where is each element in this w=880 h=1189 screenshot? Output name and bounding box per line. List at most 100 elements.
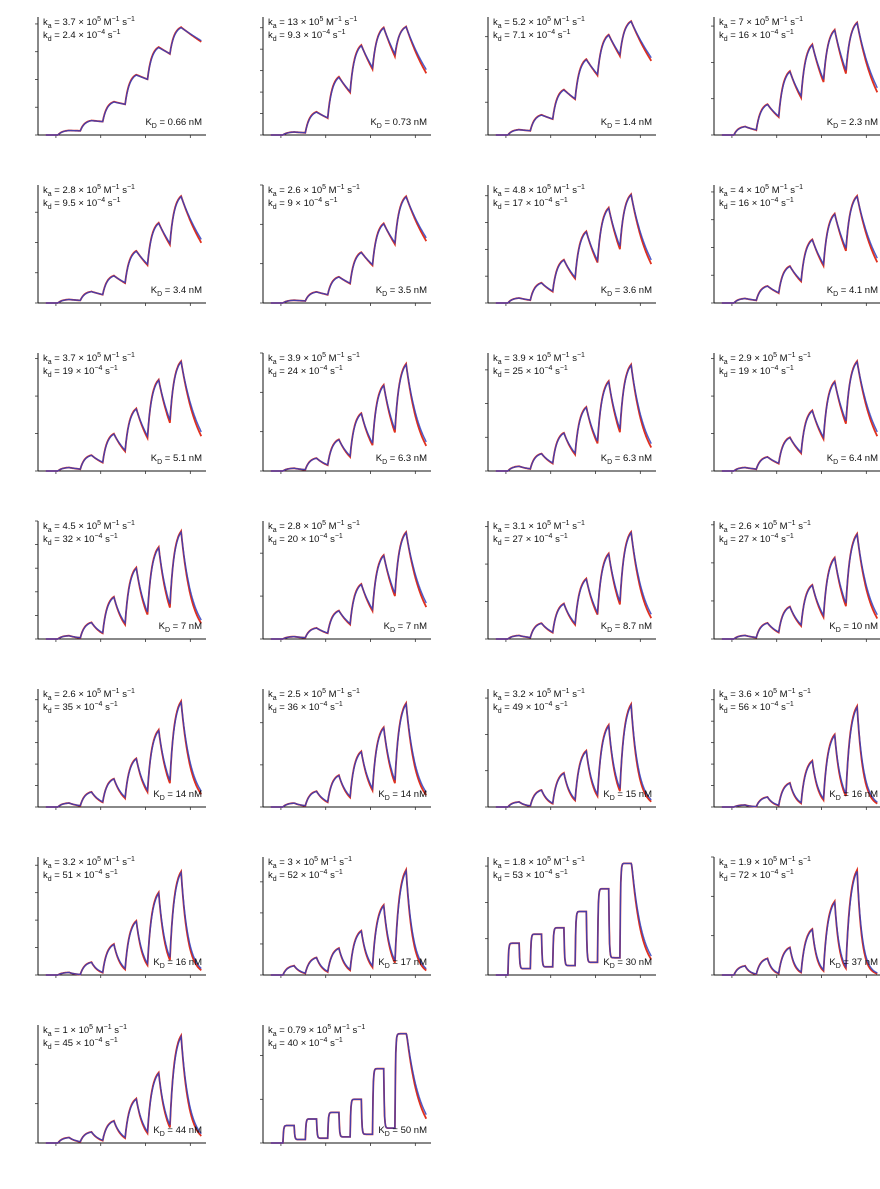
measured-curve (45, 530, 202, 640)
ka-annotation: ka = 4.5 × 105 M−1 s−1 (43, 520, 135, 534)
kd-annotation: kd = 49 × 10−4 s−1 (493, 701, 568, 715)
kd-annotation: kd = 24 × 10−4 s−1 (268, 365, 343, 379)
panel-3: ka = 5.2 × 105 M−1 s−1kd = 7.1 × 10−4 s−… (485, 16, 656, 138)
ka-annotation: ka = 2.9 × 105 M−1 s−1 (719, 352, 811, 366)
panel-23: ka = 1.8 × 105 M−1 s−1kd = 53 × 10−4 s−1… (485, 856, 656, 978)
measured-curve (721, 532, 878, 640)
kd-annotation: kd = 53 × 10−4 s−1 (493, 869, 568, 883)
ka-annotation: ka = 2.6 × 105 M−1 s−1 (43, 688, 135, 702)
measured-curve (495, 702, 652, 808)
kd-annotation: kd = 45 × 10−4 s−1 (43, 1037, 118, 1051)
measured-curve (45, 195, 202, 304)
KD-annotation: KD = 14 nM (378, 789, 427, 802)
kd-annotation: kd = 19 × 10−4 s−1 (43, 365, 118, 379)
ka-annotation: ka = 3.2 × 105 M−1 s−1 (493, 688, 585, 702)
kd-annotation: kd = 2.4 × 10−4 s−1 (43, 29, 121, 43)
kd-annotation: kd = 9.5 × 10−4 s−1 (43, 197, 121, 211)
kd-annotation: kd = 17 × 10−4 s−1 (493, 197, 568, 211)
panel-25: ka = 1 × 105 M−1 s−1kd = 45 × 10−4 s−1 KD… (35, 1024, 206, 1146)
measured-curve (45, 26, 202, 136)
kd-annotation: kd = 72 × 10−4 s−1 (719, 869, 794, 883)
ka-annotation: ka = 3 × 105 M−1 s−1 (268, 856, 352, 870)
panel-16: ka = 2.6 × 105 M−1 s−1kd = 27 × 10−4 s−1… (711, 520, 880, 642)
panel-24: ka = 1.9 × 105 M−1 s−1kd = 72 × 10−4 s−1… (711, 856, 880, 978)
panel-1: ka = 3.7 × 105 M−1 s−1kd = 2.4 × 10−4 s−… (35, 16, 206, 138)
ka-annotation: ka = 3.6 × 105 M−1 s−1 (719, 688, 811, 702)
measured-curve (270, 1033, 427, 1144)
KD-annotation: KD = 8.7 nM (601, 621, 652, 634)
panel-4: ka = 7 × 105 M−1 s−1kd = 16 × 10−4 s−1 KD… (711, 16, 880, 138)
KD-annotation: KD = 16 nM (153, 957, 202, 970)
ka-annotation: ka = 1.8 × 105 M−1 s−1 (493, 856, 585, 870)
ka-annotation: ka = 13 × 105 M−1 s−1 (268, 16, 357, 30)
ka-annotation: ka = 1 × 105 M−1 s−1 (43, 1024, 127, 1038)
ka-annotation: ka = 2.8 × 105 M−1 s−1 (268, 520, 360, 534)
KD-annotation: KD = 15 nM (603, 789, 652, 802)
kd-annotation: kd = 16 × 10−4 s−1 (719, 29, 794, 43)
KD-annotation: KD = 30 nM (603, 957, 652, 970)
panel-26: ka = 0.79 × 105 M−1 s−1kd = 40 × 10−4 s−… (260, 1024, 431, 1146)
kd-annotation: kd = 27 × 10−4 s−1 (493, 533, 568, 547)
KD-annotation: KD = 6.3 nM (376, 453, 427, 466)
KD-annotation: KD = 1.4 nM (601, 117, 652, 130)
KD-annotation: KD = 17 nM (378, 957, 427, 970)
kd-annotation: kd = 36 × 10−4 s−1 (268, 701, 343, 715)
panel-18: ka = 2.5 × 105 M−1 s−1kd = 36 × 10−4 s−1… (260, 688, 431, 810)
KD-annotation: KD = 37 nM (829, 957, 878, 970)
measured-curve (45, 360, 202, 472)
panel-6: ka = 2.6 × 105 M−1 s−1kd = 9 × 10−4 s−1 K… (260, 184, 431, 306)
KD-annotation: KD = 6.4 nM (827, 453, 878, 466)
ka-annotation: ka = 3.1 × 105 M−1 s−1 (493, 520, 585, 534)
kd-annotation: kd = 52 × 10−4 s−1 (268, 869, 343, 883)
KD-annotation: KD = 3.6 nM (601, 285, 652, 298)
KD-annotation: KD = 44 nM (153, 1125, 202, 1138)
ka-annotation: ka = 2.5 × 105 M−1 s−1 (268, 688, 360, 702)
KD-annotation: KD = 10 nM (829, 621, 878, 634)
panel-8: ka = 4 × 105 M−1 s−1kd = 16 × 10−4 s−1 KD… (711, 184, 880, 306)
kd-annotation: kd = 32 × 10−4 s−1 (43, 533, 118, 547)
measured-curve (45, 870, 202, 976)
measured-curve (45, 1034, 202, 1144)
panel-17: ka = 2.6 × 105 M−1 s−1kd = 35 × 10−4 s−1… (35, 688, 206, 810)
ka-annotation: ka = 2.8 × 105 M−1 s−1 (43, 184, 135, 198)
KD-annotation: KD = 4.1 nM (827, 285, 878, 298)
measured-curve (270, 25, 427, 136)
KD-annotation: KD = 2.3 nM (827, 117, 878, 130)
ka-annotation: ka = 3.7 × 105 M−1 s−1 (43, 16, 135, 30)
KD-annotation: KD = 3.4 nM (151, 285, 202, 298)
measured-curve (721, 871, 878, 976)
KD-annotation: KD = 5.1 nM (151, 453, 202, 466)
measured-curve (721, 360, 878, 472)
kd-annotation: kd = 20 × 10−4 s−1 (268, 533, 343, 547)
measured-curve (270, 868, 427, 976)
measured-curve (45, 700, 202, 808)
measured-curve (721, 21, 878, 136)
panel-11: ka = 3.9 × 105 M−1 s−1kd = 25 × 10−4 s−1… (485, 352, 656, 474)
measured-curve (270, 530, 427, 640)
panel-2: ka = 13 × 105 M−1 s−1kd = 9.3 × 10−4 s−1… (260, 16, 431, 138)
KD-annotation: KD = 16 nM (829, 789, 878, 802)
kd-annotation: kd = 27 × 10−4 s−1 (719, 533, 794, 547)
panel-7: ka = 4.8 × 105 M−1 s−1kd = 17 × 10−4 s−1… (485, 184, 656, 306)
kd-annotation: kd = 7.1 × 10−4 s−1 (493, 29, 571, 43)
kd-annotation: kd = 51 × 10−4 s−1 (43, 869, 118, 883)
ka-annotation: ka = 3.2 × 105 M−1 s−1 (43, 856, 135, 870)
ka-annotation: ka = 3.9 × 105 M−1 s−1 (268, 352, 360, 366)
measured-curve (495, 193, 652, 304)
ka-annotation: ka = 2.6 × 105 M−1 s−1 (268, 184, 360, 198)
KD-annotation: KD = 50 nM (378, 1125, 427, 1138)
ka-annotation: ka = 2.6 × 105 M−1 s−1 (719, 520, 811, 534)
measured-curve (270, 362, 427, 472)
measured-curve (721, 195, 878, 304)
ka-annotation: ka = 1.9 × 105 M−1 s−1 (719, 856, 811, 870)
ka-annotation: ka = 3.7 × 105 M−1 s−1 (43, 352, 135, 366)
kd-annotation: kd = 16 × 10−4 s−1 (719, 197, 794, 211)
ka-annotation: ka = 5.2 × 105 M−1 s−1 (493, 16, 585, 30)
KD-annotation: KD = 3.5 nM (376, 285, 427, 298)
kd-annotation: kd = 35 × 10−4 s−1 (43, 701, 118, 715)
measured-curve (270, 701, 427, 808)
KD-annotation: KD = 6.3 nM (601, 453, 652, 466)
ka-annotation: ka = 3.9 × 105 M−1 s−1 (493, 352, 585, 366)
ka-annotation: ka = 4 × 105 M−1 s−1 (719, 184, 803, 198)
